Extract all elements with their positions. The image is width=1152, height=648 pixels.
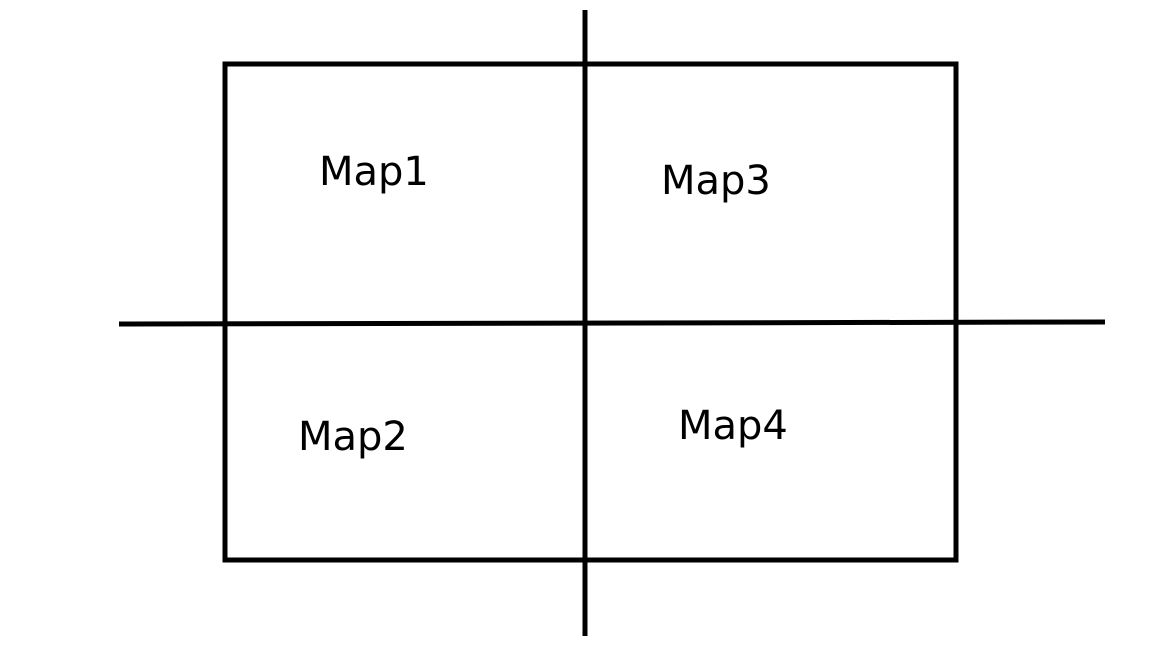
quadrant-label-map4: Map4 [678,403,788,449]
quadrant-label-map2: Map2 [298,414,408,460]
outer-rectangle [222,61,959,563]
horizontal-axis-line [118,319,1106,327]
quadrant-label-map1: Map1 [319,149,429,195]
quadrant-label-map3: Map3 [661,158,771,204]
